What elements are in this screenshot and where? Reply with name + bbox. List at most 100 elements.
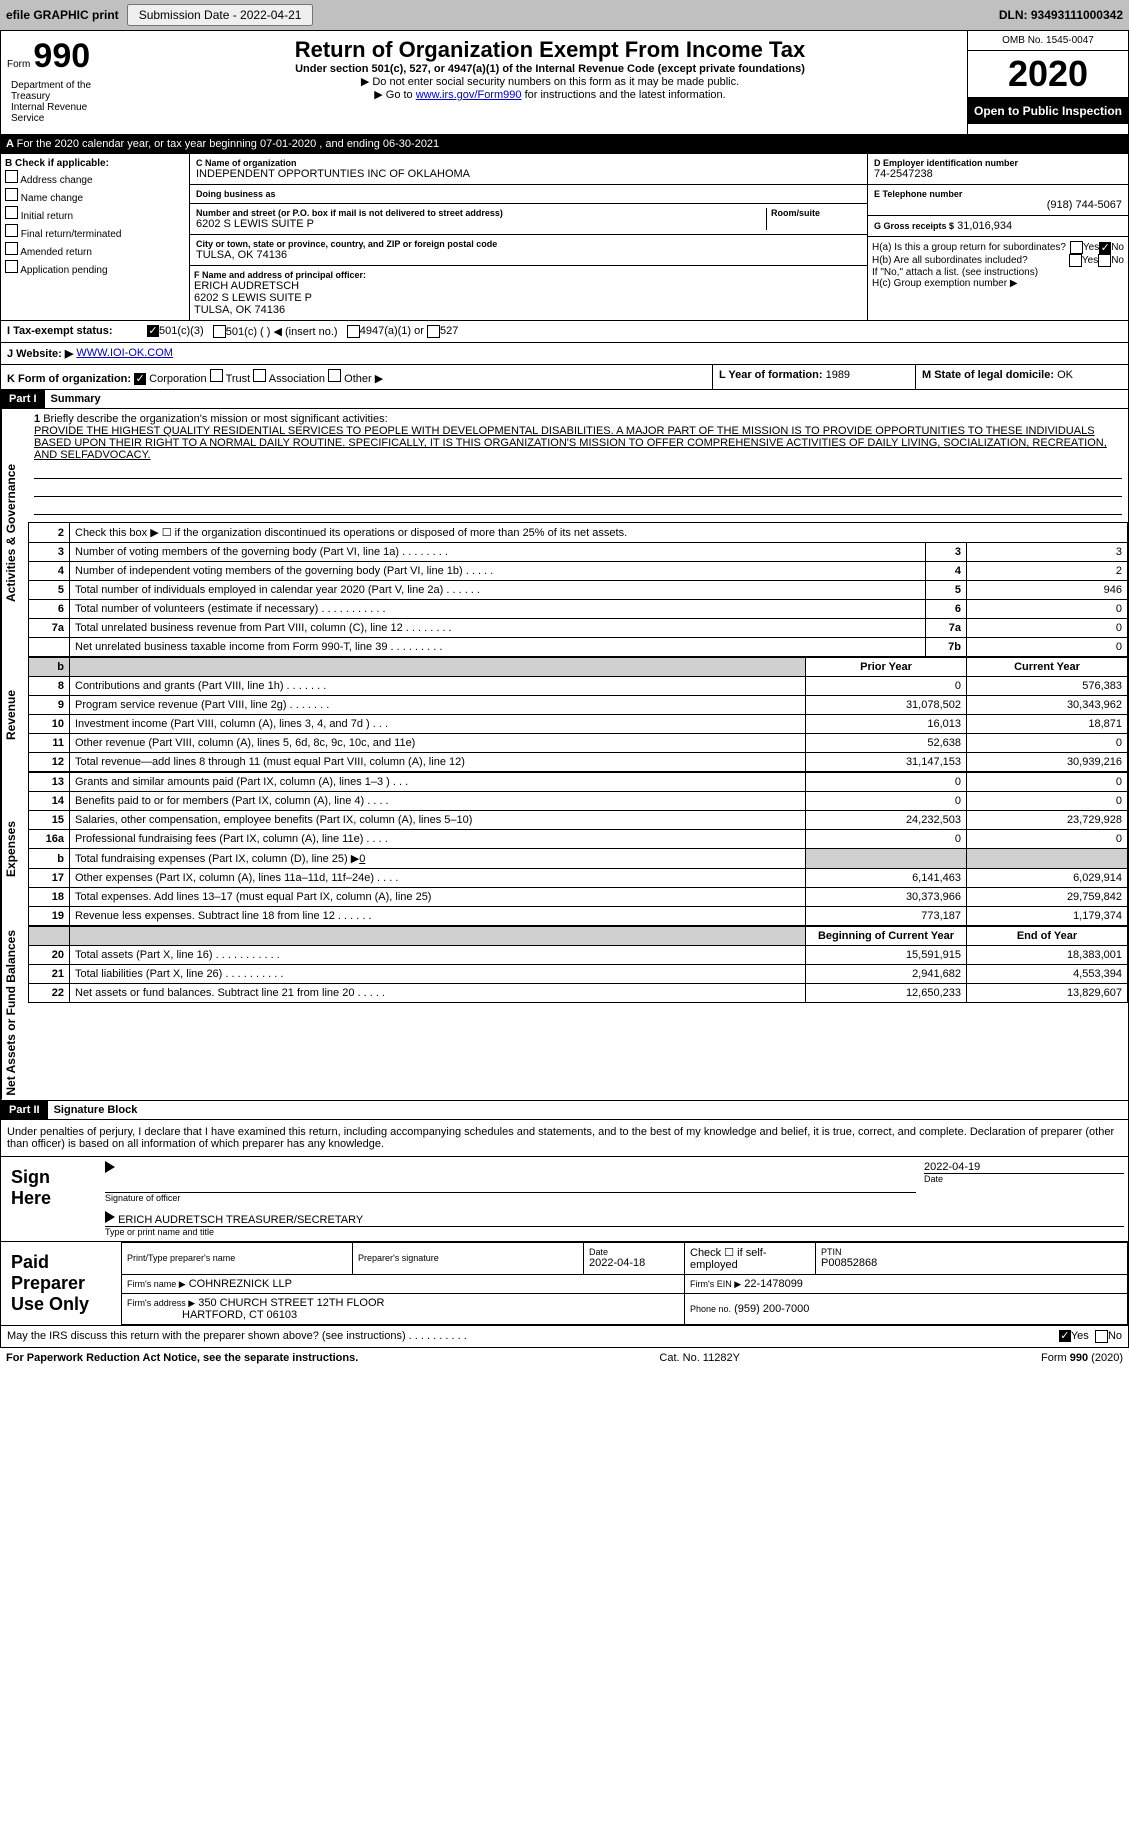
other-checkbox[interactable] bbox=[328, 369, 341, 382]
val-4: 2 bbox=[967, 562, 1128, 581]
addr-change-checkbox[interactable] bbox=[5, 170, 18, 183]
penalty-text: Under penalties of perjury, I declare th… bbox=[0, 1119, 1129, 1157]
form-sub2: ▶ Do not enter social security numbers o… bbox=[139, 75, 961, 88]
header-center: Return of Organization Exempt From Incom… bbox=[133, 31, 967, 134]
c20: 18,383,001 bbox=[967, 946, 1128, 965]
sig-date: 2022-04-19 bbox=[924, 1161, 1124, 1173]
c22: 13,829,607 bbox=[967, 984, 1128, 1003]
line-i: I Tax-exempt status: ✓ 501(c)(3) 501(c) … bbox=[0, 321, 1129, 343]
omb-number: OMB No. 1545-0047 bbox=[968, 31, 1128, 51]
hb-yes-checkbox[interactable] bbox=[1069, 254, 1082, 267]
dept-treasury: Department of the Treasury Internal Reve… bbox=[7, 76, 127, 128]
assoc-checkbox[interactable] bbox=[253, 369, 266, 382]
footer: For Paperwork Reduction Act Notice, see … bbox=[0, 1348, 1129, 1368]
hb-no-checkbox[interactable] bbox=[1098, 254, 1111, 267]
c10: 18,871 bbox=[967, 715, 1128, 734]
submission-date-button[interactable]: Submission Date - 2022-04-21 bbox=[127, 4, 314, 26]
form-id-block: Form 990 Department of the Treasury Inte… bbox=[1, 31, 133, 134]
website-link[interactable]: WWW.IOI-OK.COM bbox=[76, 347, 173, 360]
p11: 52,638 bbox=[806, 734, 967, 753]
4947-checkbox[interactable] bbox=[347, 325, 360, 338]
irs-link[interactable]: www.irs.gov/Form990 bbox=[416, 89, 522, 101]
firm-ein: 22-1478099 bbox=[744, 1278, 803, 1290]
527-checkbox[interactable] bbox=[427, 325, 440, 338]
year-formation: 1989 bbox=[826, 369, 850, 381]
p22: 12,650,233 bbox=[806, 984, 967, 1003]
open-public: Open to Public Inspection bbox=[968, 98, 1128, 124]
gross-receipts: 31,016,934 bbox=[957, 220, 1012, 232]
discuss-no-checkbox[interactable] bbox=[1095, 1330, 1108, 1343]
c9: 30,343,962 bbox=[967, 696, 1128, 715]
line-a: A For the 2020 calendar year, or tax yea… bbox=[0, 135, 1129, 154]
form-990-page: efile GRAPHIC print Submission Date - 20… bbox=[0, 0, 1129, 1368]
discuss-yes-checkbox[interactable]: ✓ bbox=[1059, 1330, 1071, 1342]
ha-yes-checkbox[interactable] bbox=[1070, 241, 1083, 254]
val-7b: 0 bbox=[967, 638, 1128, 657]
p21: 2,941,682 bbox=[806, 965, 967, 984]
state-domicile: OK bbox=[1057, 369, 1073, 381]
ptin: P00852868 bbox=[821, 1257, 1122, 1269]
val-3: 3 bbox=[967, 543, 1128, 562]
501c-checkbox[interactable] bbox=[213, 325, 226, 338]
p20: 15,591,915 bbox=[806, 946, 967, 965]
corp-checkbox[interactable]: ✓ bbox=[134, 373, 146, 385]
trust-checkbox[interactable] bbox=[210, 369, 223, 382]
paid-preparer-block: Paid Preparer Use Only Print/Type prepar… bbox=[0, 1242, 1129, 1326]
officer-addr: 6202 S LEWIS SUITE P bbox=[194, 292, 863, 304]
activities-governance: Activities & Governance 1 Briefly descri… bbox=[0, 408, 1129, 657]
ha-no-checkbox[interactable]: ✓ bbox=[1099, 242, 1111, 254]
org-name: INDEPENDENT OPPORTUNTIES INC OF OKLAHOMA bbox=[196, 168, 861, 180]
amended-checkbox[interactable] bbox=[5, 242, 18, 255]
p18: 30,373,966 bbox=[806, 888, 967, 907]
officer-city: TULSA, OK 74136 bbox=[194, 304, 863, 316]
name-change-checkbox[interactable] bbox=[5, 188, 18, 201]
line-j: J Website: ▶ WWW.IOI-OK.COM bbox=[0, 343, 1129, 365]
val-7a: 0 bbox=[967, 619, 1128, 638]
p8: 0 bbox=[806, 677, 967, 696]
sign-here-block: Sign Here Signature of officer 2022-04-1… bbox=[0, 1157, 1129, 1242]
efile-label: efile GRAPHIC print bbox=[6, 8, 119, 22]
firm-name: COHNREZNICK LLP bbox=[189, 1278, 292, 1290]
c21: 4,553,394 bbox=[967, 965, 1128, 984]
main-info-block: B Check if applicable: Address change Na… bbox=[0, 154, 1129, 321]
c19: 1,179,374 bbox=[967, 907, 1128, 926]
c16a: 0 bbox=[967, 830, 1128, 849]
application-checkbox[interactable] bbox=[5, 260, 18, 273]
val-6: 0 bbox=[967, 600, 1128, 619]
form-number: 990 bbox=[33, 37, 90, 75]
p12: 31,147,153 bbox=[806, 753, 967, 772]
net-assets-section: Net Assets or Fund Balances Beginning of… bbox=[0, 926, 1129, 1101]
tax-year: 2020 bbox=[968, 51, 1128, 98]
final-return-checkbox[interactable] bbox=[5, 224, 18, 237]
prep-date: 2022-04-18 bbox=[589, 1257, 679, 1269]
form-prefix: Form bbox=[7, 59, 30, 70]
p9: 31,078,502 bbox=[806, 696, 967, 715]
p17: 6,141,463 bbox=[806, 869, 967, 888]
header-right: OMB No. 1545-0047 2020 Open to Public In… bbox=[967, 31, 1128, 134]
c15: 23,729,928 bbox=[967, 811, 1128, 830]
p13: 0 bbox=[806, 773, 967, 792]
501c3-checkbox[interactable]: ✓ bbox=[147, 325, 159, 337]
mission-text: PROVIDE THE HIGHEST QUALITY RESIDENTIAL … bbox=[34, 425, 1107, 461]
p19: 773,187 bbox=[806, 907, 967, 926]
box-d-e-g-h: D Employer identification number 74-2547… bbox=[867, 154, 1128, 320]
officer-print-name: ERICH AUDRETSCH TREASURER/SECRETARY bbox=[118, 1214, 363, 1226]
org-city: TULSA, OK 74136 bbox=[196, 249, 861, 261]
dln-label: DLN: 93493111000342 bbox=[999, 8, 1123, 22]
c14: 0 bbox=[967, 792, 1128, 811]
c8: 576,383 bbox=[967, 677, 1128, 696]
firm-phone: (959) 200-7000 bbox=[734, 1303, 809, 1315]
top-bar: efile GRAPHIC print Submission Date - 20… bbox=[0, 0, 1129, 30]
initial-return-checkbox[interactable] bbox=[5, 206, 18, 219]
org-addr: 6202 S LEWIS SUITE P bbox=[196, 218, 766, 230]
p15: 24,232,503 bbox=[806, 811, 967, 830]
p10: 16,013 bbox=[806, 715, 967, 734]
part2-header: Part II Signature Block bbox=[0, 1101, 1129, 1119]
val-5: 946 bbox=[967, 581, 1128, 600]
c17: 6,029,914 bbox=[967, 869, 1128, 888]
c13: 0 bbox=[967, 773, 1128, 792]
form-sub1: Under section 501(c), 527, or 4947(a)(1)… bbox=[139, 63, 961, 75]
c18: 29,759,842 bbox=[967, 888, 1128, 907]
box-c: C Name of organization INDEPENDENT OPPOR… bbox=[190, 154, 867, 320]
part1-header: Part I Summary bbox=[0, 390, 1129, 408]
